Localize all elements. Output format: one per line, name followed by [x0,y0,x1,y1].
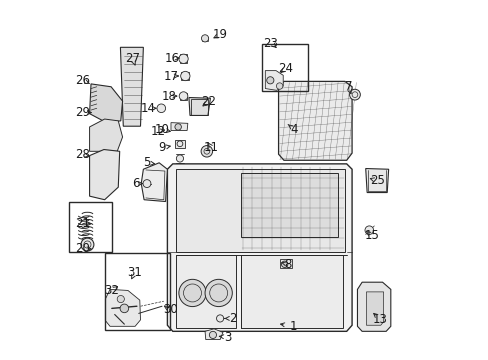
Bar [190,99,207,115]
Text: 9: 9 [158,141,165,154]
Polygon shape [366,292,383,325]
Bar [180,54,187,63]
Circle shape [81,238,94,251]
Text: 15: 15 [364,229,379,242]
Bar [105,253,169,330]
Text: 32: 32 [104,284,119,297]
Text: 20: 20 [75,242,90,255]
Text: 3: 3 [224,330,231,343]
Text: 30: 30 [163,303,178,316]
Text: 1: 1 [289,320,296,333]
Circle shape [180,71,190,81]
Circle shape [209,331,216,338]
Bar [180,93,187,100]
Polygon shape [188,98,210,116]
Circle shape [179,54,188,63]
Text: 17: 17 [163,69,178,82]
Circle shape [175,124,181,130]
Polygon shape [167,164,351,331]
Polygon shape [204,329,223,339]
Polygon shape [141,163,167,202]
Polygon shape [265,71,283,90]
Circle shape [201,35,208,42]
Circle shape [176,155,183,162]
Text: 11: 11 [203,141,219,154]
Bar [174,140,185,148]
Text: 25: 25 [369,174,384,187]
Circle shape [364,226,373,234]
Text: 14: 14 [141,102,156,115]
Circle shape [216,315,223,322]
Text: 6: 6 [131,177,139,190]
Text: 19: 19 [212,28,227,41]
Text: 2: 2 [229,312,236,325]
Circle shape [120,304,128,313]
Circle shape [142,180,151,188]
Polygon shape [89,84,122,123]
Text: 4: 4 [290,122,297,136]
Text: 12: 12 [150,125,165,138]
Polygon shape [176,255,235,328]
Text: 13: 13 [372,312,386,326]
Polygon shape [357,282,390,331]
Polygon shape [120,47,143,126]
Text: 16: 16 [164,51,179,64]
Text: 31: 31 [127,266,142,279]
Polygon shape [89,119,122,151]
Circle shape [201,145,212,157]
Text: 28: 28 [75,148,90,161]
Text: 26: 26 [75,74,90,87]
Polygon shape [105,289,140,326]
Text: 5: 5 [143,156,150,169]
Text: 29: 29 [75,106,90,119]
Bar [202,37,207,41]
Circle shape [281,261,287,267]
Polygon shape [176,169,344,252]
Text: 21: 21 [75,217,90,230]
Circle shape [204,279,232,307]
Circle shape [276,83,282,89]
Text: 18: 18 [162,90,176,103]
Bar [280,259,291,268]
Text: 27: 27 [125,52,140,65]
Text: 10: 10 [154,123,169,136]
Circle shape [179,92,187,100]
Circle shape [349,89,360,100]
Text: 24: 24 [277,62,292,75]
Bar [69,202,112,252]
Text: 23: 23 [263,36,278,50]
Circle shape [117,296,124,303]
Bar [180,72,188,80]
Polygon shape [241,173,337,237]
Circle shape [157,104,165,113]
Polygon shape [171,123,187,131]
Bar [261,44,308,91]
Polygon shape [89,149,120,200]
Text: 22: 22 [201,95,216,108]
Polygon shape [278,81,351,160]
Polygon shape [365,168,388,193]
Text: 8: 8 [283,258,291,271]
Text: 7: 7 [344,80,351,93]
Circle shape [179,279,206,307]
Polygon shape [241,255,343,328]
Circle shape [266,77,273,84]
